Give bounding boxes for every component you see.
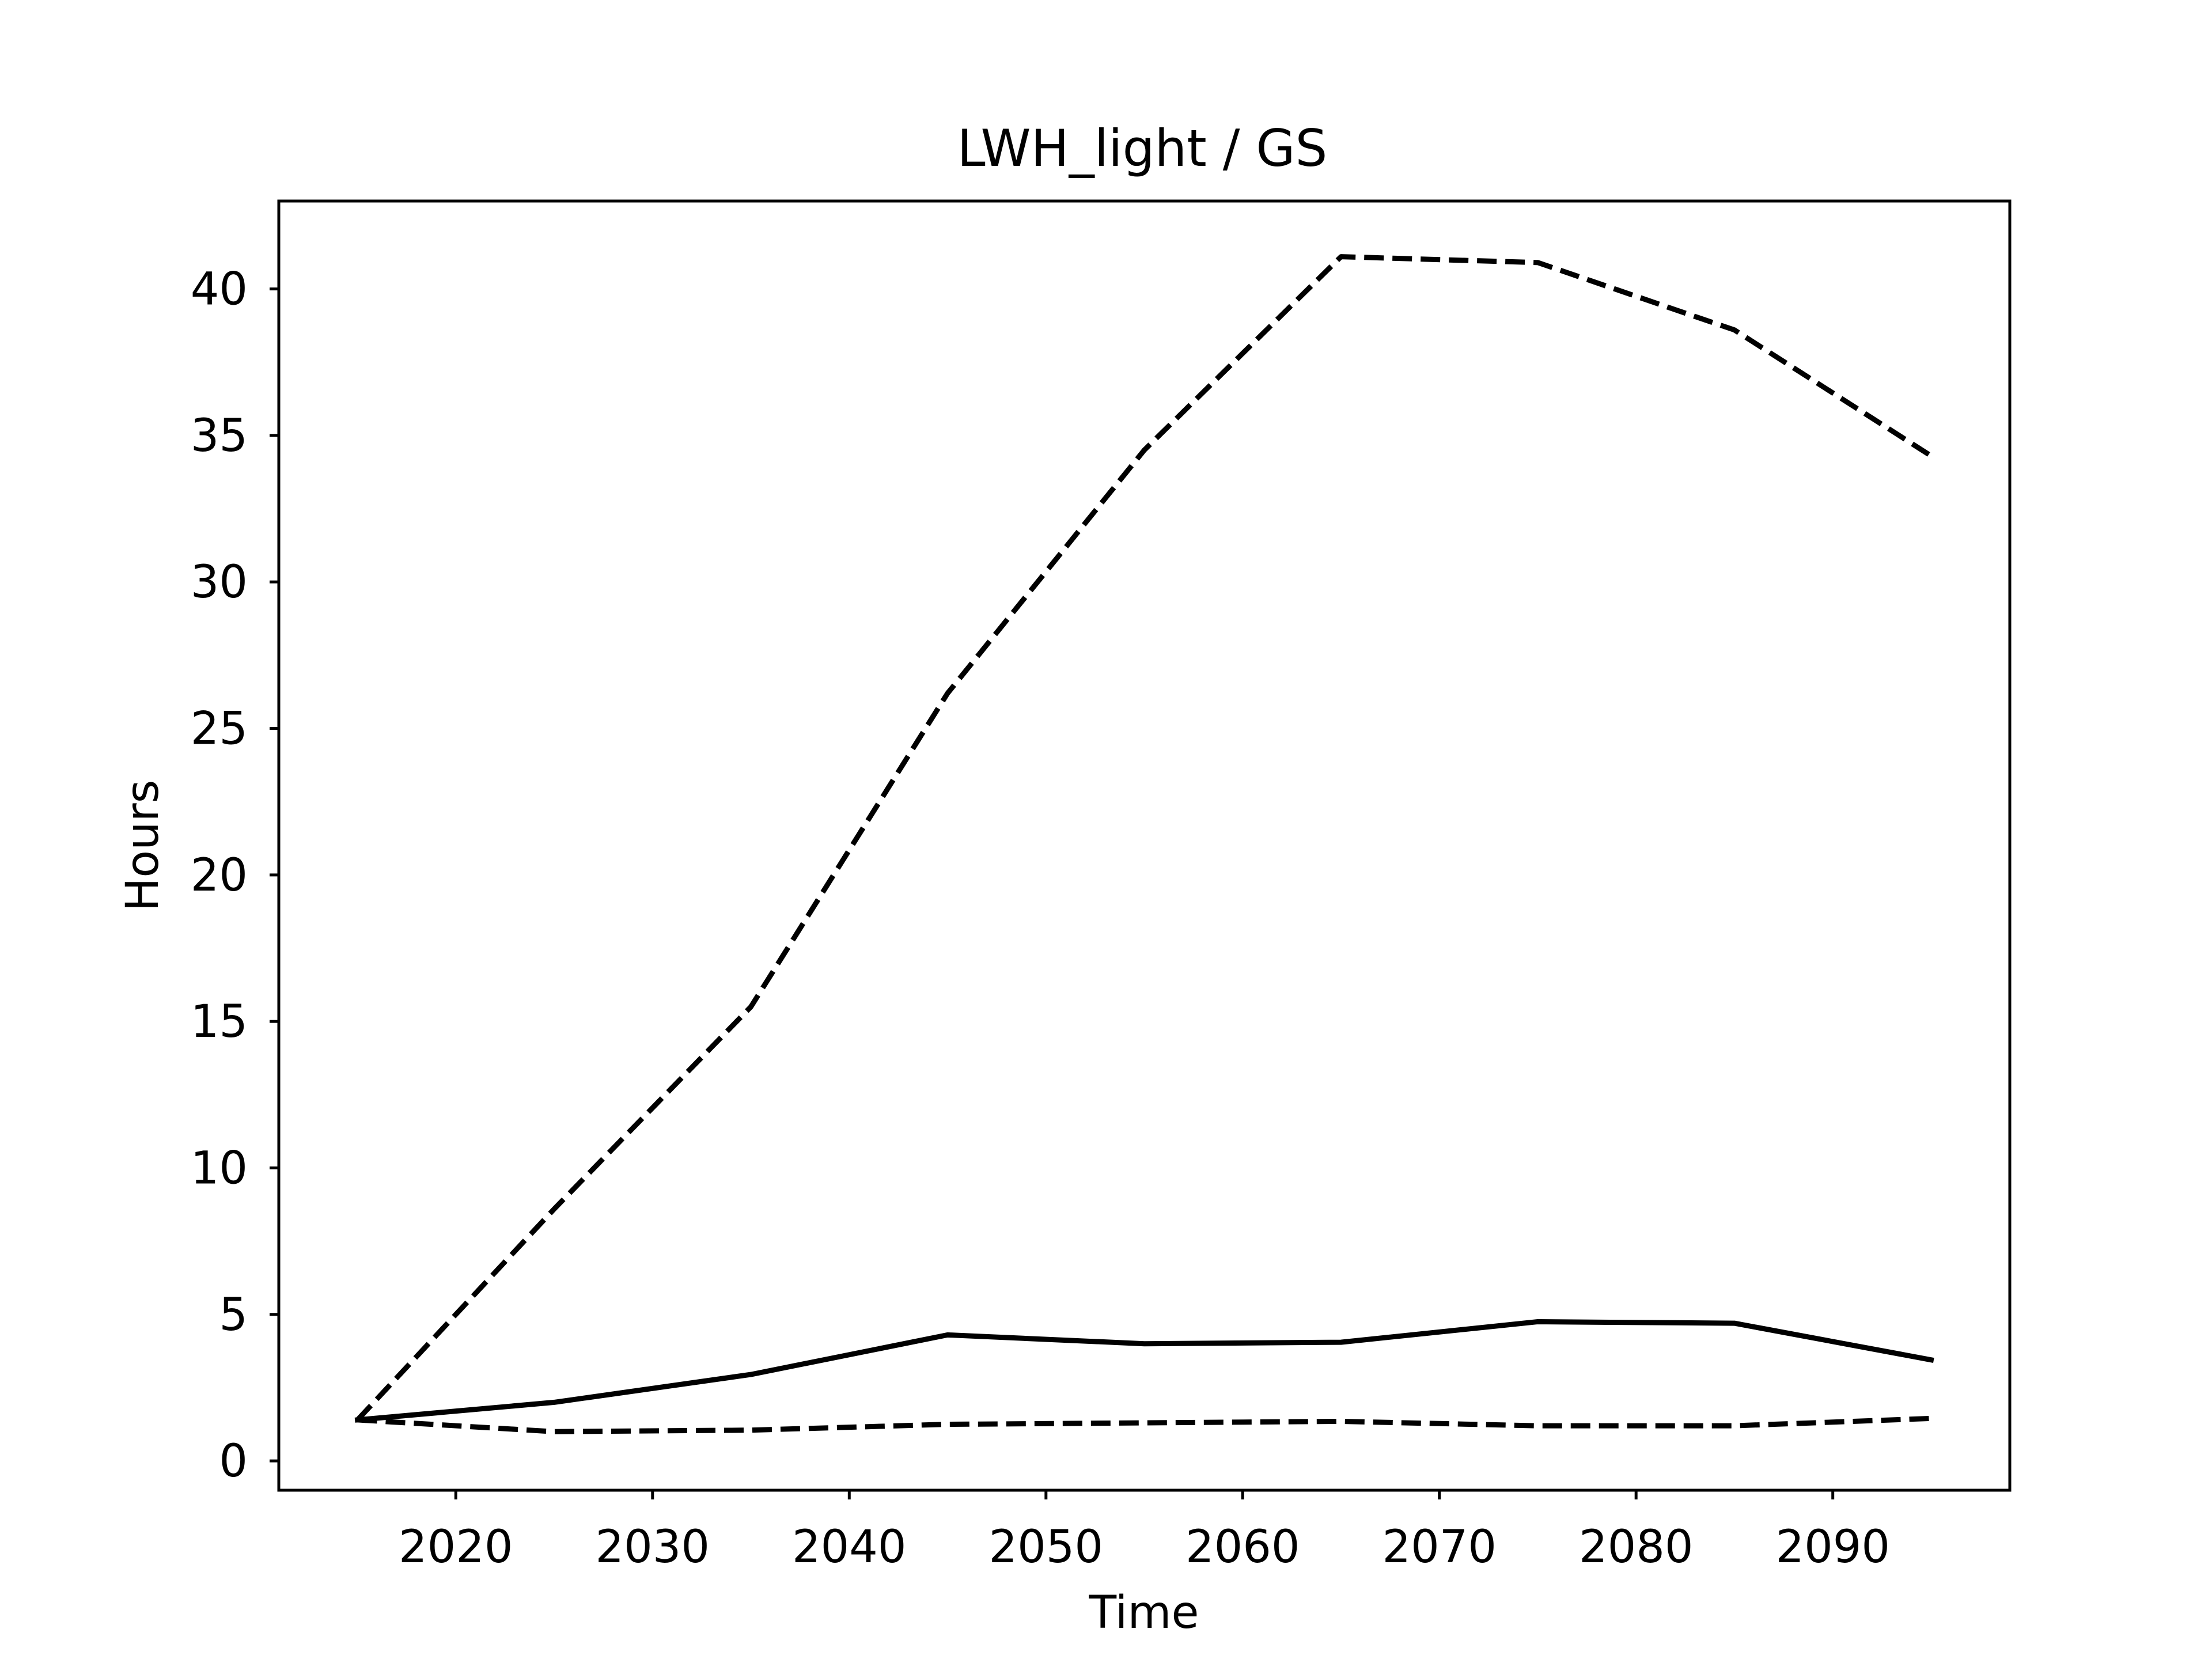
y-axis-label: Hours (117, 780, 169, 912)
x-tick-label: 2080 (1579, 1521, 1694, 1573)
x-tick-label: 2050 (989, 1521, 1104, 1573)
y-tick-label: 20 (191, 850, 248, 902)
y-tick-label: 25 (191, 703, 248, 755)
y-tick-label: 10 (191, 1143, 248, 1195)
x-tick-label: 2030 (596, 1521, 710, 1573)
x-axis-ticks: 2020 2030 2040 2050 2060 2070 2080 2090 (399, 1490, 1890, 1573)
x-tick-label: 2020 (399, 1521, 513, 1573)
x-tick-label: 2070 (1382, 1521, 1497, 1573)
y-tick-label: 40 (191, 264, 248, 316)
y-axis-ticks: 0 5 10 15 20 25 30 35 40 (191, 264, 279, 1487)
x-axis-label: Time (1089, 1587, 1199, 1639)
x-tick-label: 2040 (792, 1521, 907, 1573)
series-line-2 (355, 254, 1933, 1422)
series-lines (354, 254, 1934, 1434)
series-line-1 (354, 1319, 1934, 1423)
y-tick-label: 35 (191, 410, 248, 462)
y-tick-label: 30 (191, 556, 248, 608)
y-tick-label: 0 (219, 1435, 248, 1487)
series-line-3 (357, 1415, 1931, 1434)
x-tick-label: 2090 (1775, 1521, 1890, 1573)
plot-area-frame (277, 199, 2012, 1492)
y-tick-label: 5 (219, 1289, 248, 1341)
chart-title: LWH_light / GS (957, 119, 1328, 178)
y-tick-label: 15 (191, 996, 248, 1048)
x-tick-label: 2060 (1185, 1521, 1300, 1573)
